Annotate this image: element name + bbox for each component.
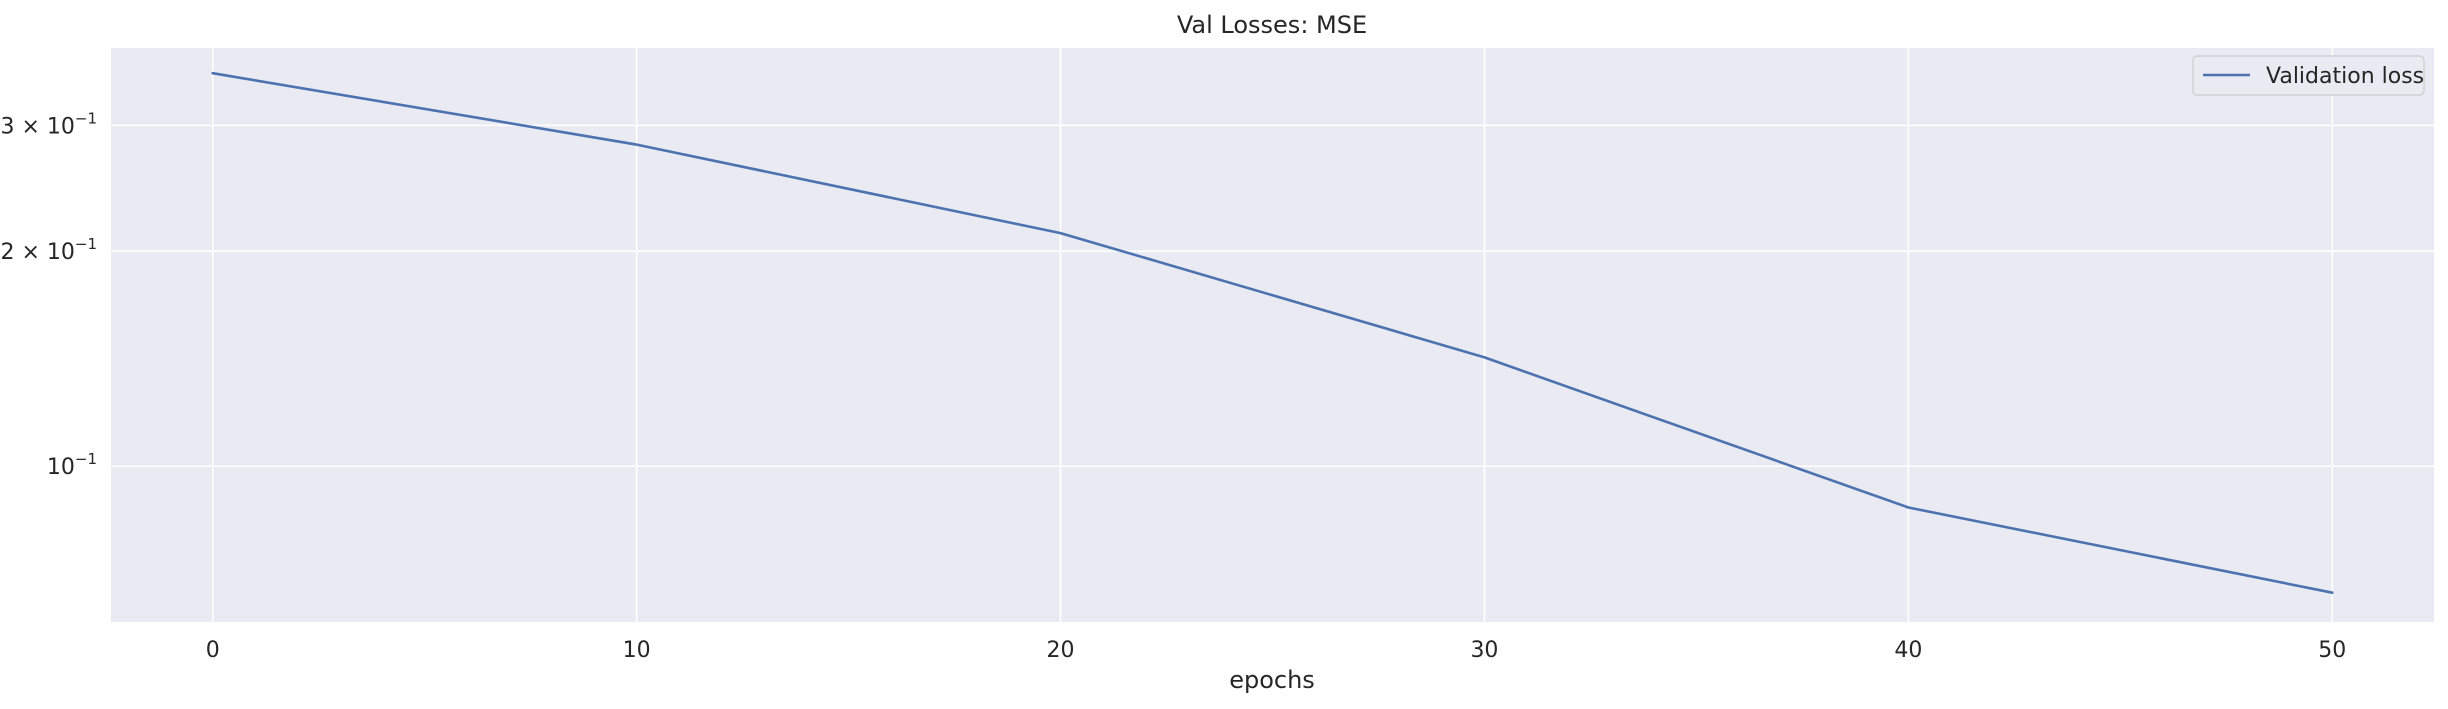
x-tick-label: 40: [1894, 638, 1922, 663]
y-tick-label: 3 × 10−1: [0, 109, 97, 139]
x-tick-labels: 0 10 20 30 40 50: [206, 638, 2347, 663]
legend: Validation loss: [2192, 55, 2425, 96]
series-layer: [211, 71, 2334, 595]
x-tick-label: 30: [1470, 638, 1498, 663]
legend-box: [2192, 55, 2425, 96]
y-tick-label: 2 × 10−1: [0, 235, 97, 265]
x-tick-label: 0: [206, 638, 220, 663]
chart-title: Val Losses: MSE: [1177, 11, 1367, 39]
y-gridlines: [111, 124, 2434, 467]
y-tick-label: 10−1: [47, 450, 97, 480]
x-tick-label: 20: [1047, 638, 1075, 663]
series-line-validation-loss: [211, 71, 2334, 595]
x-axis-label: epochs: [1229, 666, 1315, 694]
plot-area: [111, 48, 2434, 622]
legend-label-validation-loss: Validation loss: [2266, 64, 2424, 89]
x-tick-label: 10: [623, 638, 651, 663]
y-tick-labels: 10−1 2 × 10−1 3 × 10−1: [0, 109, 97, 480]
x-tick-label: 50: [2318, 638, 2346, 663]
